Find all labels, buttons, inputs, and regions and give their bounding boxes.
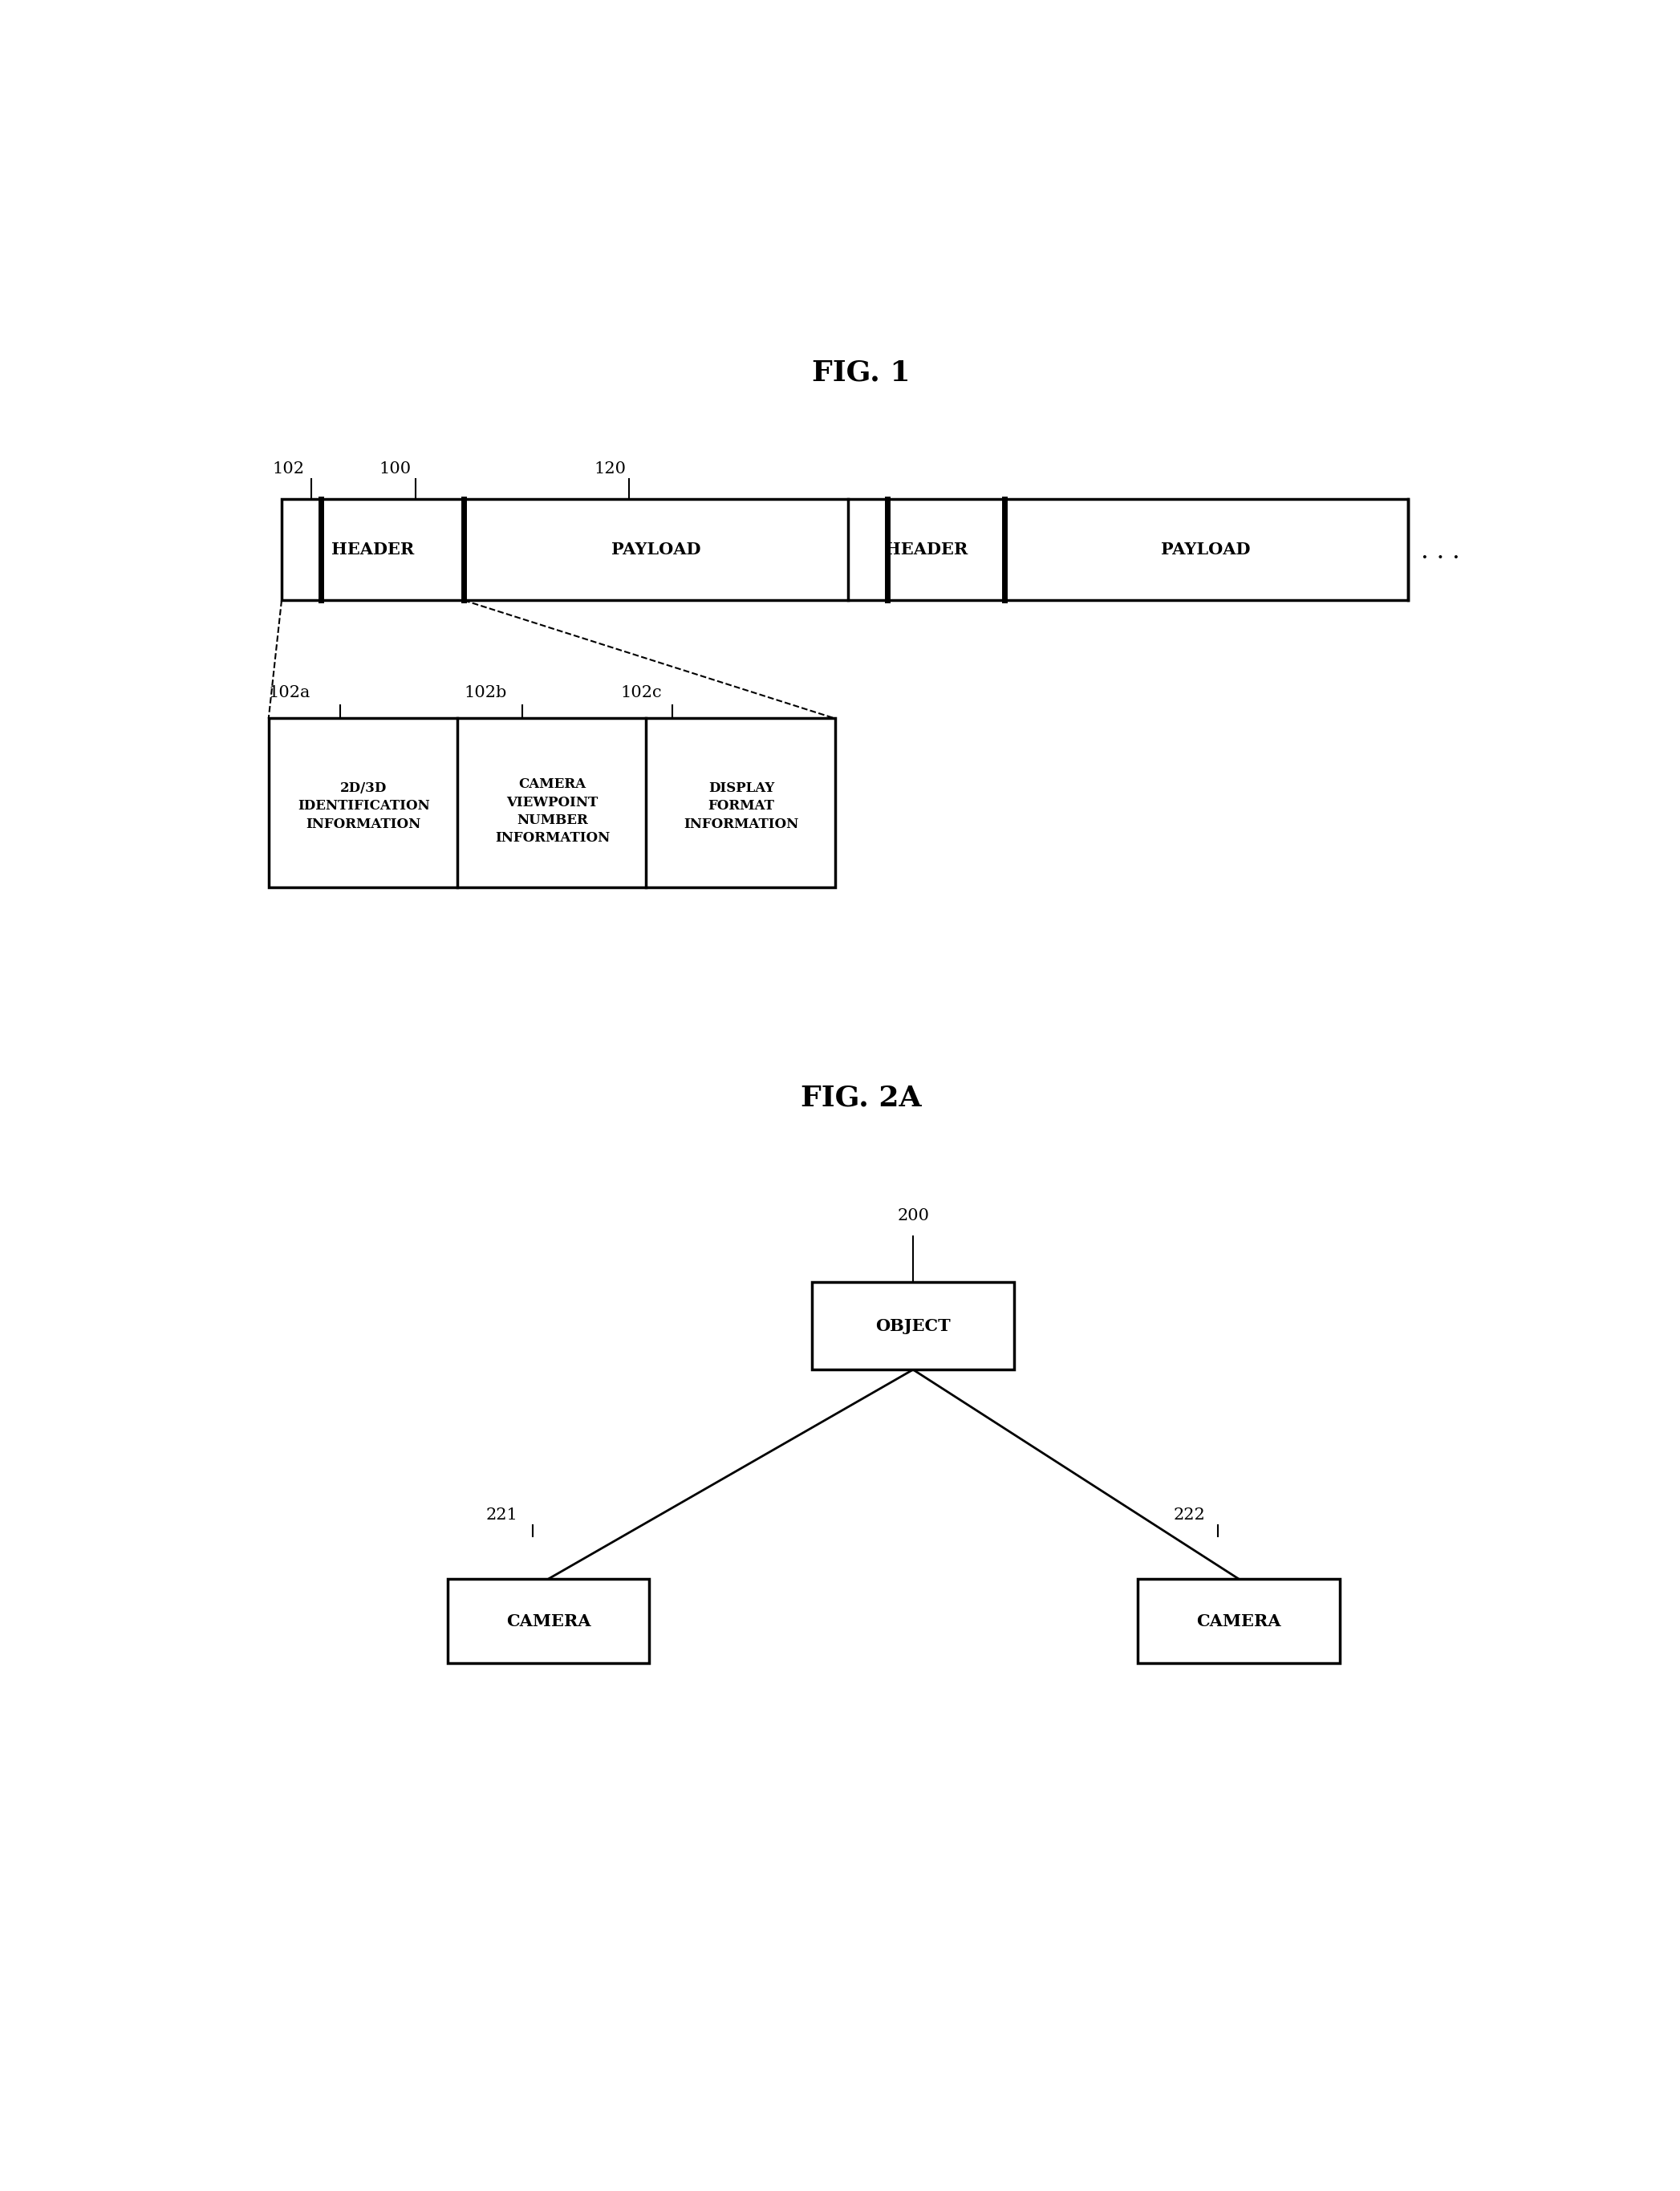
Text: OBJECT: OBJECT [875, 1317, 951, 1334]
Bar [811, 1282, 1015, 1369]
Text: CAMERA: CAMERA [506, 1613, 591, 1630]
Text: FIG. 1: FIG. 1 [811, 359, 911, 386]
Bar [269, 719, 835, 887]
Text: CAMERA
VIEWPOINT
NUMBER
INFORMATION: CAMERA VIEWPOINT NUMBER INFORMATION [496, 778, 610, 846]
Text: 221: 221 [486, 1507, 517, 1523]
Text: CAMERA: CAMERA [1196, 1613, 1280, 1630]
Text: 2D/3D
IDENTIFICATION
INFORMATION: 2D/3D IDENTIFICATION INFORMATION [297, 782, 430, 830]
Text: . . .: . . . [1421, 539, 1460, 563]
Text: DISPLAY
FORMAT
INFORMATION: DISPLAY FORMAT INFORMATION [684, 782, 798, 830]
Text: 100: 100 [380, 460, 412, 475]
Text: 120: 120 [595, 460, 627, 475]
Bar [1137, 1580, 1339, 1663]
Bar [282, 500, 1408, 600]
Text: 200: 200 [897, 1209, 929, 1225]
Text: 102c: 102c [620, 686, 662, 701]
Bar [447, 1580, 650, 1663]
Text: 102: 102 [272, 460, 304, 475]
Text: 222: 222 [1173, 1507, 1205, 1523]
Text: FIG. 2A: FIG. 2A [801, 1085, 921, 1111]
Text: 102b: 102b [464, 686, 507, 701]
Text: HEADER: HEADER [885, 541, 968, 559]
Text: PAYLOAD: PAYLOAD [1161, 541, 1250, 559]
Text: 102a: 102a [269, 686, 311, 701]
Text: HEADER: HEADER [331, 541, 415, 559]
Text: PAYLOAD: PAYLOAD [612, 541, 701, 559]
